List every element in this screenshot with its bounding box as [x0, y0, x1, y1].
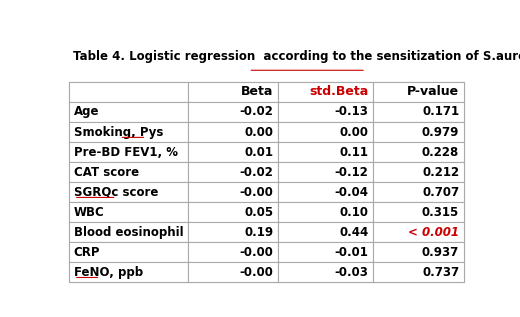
- Text: SGRQc score: SGRQc score: [74, 185, 158, 198]
- FancyBboxPatch shape: [373, 122, 464, 142]
- Text: -0.00: -0.00: [240, 185, 274, 198]
- FancyBboxPatch shape: [188, 222, 278, 242]
- Text: 0.212: 0.212: [422, 165, 459, 178]
- Text: -0.12: -0.12: [334, 165, 368, 178]
- FancyBboxPatch shape: [278, 262, 373, 282]
- Text: -0.01: -0.01: [334, 246, 368, 259]
- Text: 0.707: 0.707: [422, 185, 459, 198]
- FancyBboxPatch shape: [188, 122, 278, 142]
- FancyBboxPatch shape: [188, 102, 278, 122]
- Text: 0.00: 0.00: [244, 126, 274, 139]
- FancyBboxPatch shape: [69, 82, 188, 102]
- FancyBboxPatch shape: [188, 142, 278, 162]
- Text: Table 4. Logistic regression  according to the sensitization of S.aureus IgE TSS: Table 4. Logistic regression according t…: [73, 50, 520, 63]
- Text: CAT score: CAT score: [74, 165, 139, 178]
- FancyBboxPatch shape: [278, 162, 373, 182]
- FancyBboxPatch shape: [278, 82, 373, 102]
- Text: 0.19: 0.19: [244, 226, 274, 239]
- FancyBboxPatch shape: [69, 222, 188, 242]
- FancyBboxPatch shape: [188, 82, 278, 102]
- Text: -0.04: -0.04: [334, 185, 368, 198]
- FancyBboxPatch shape: [278, 142, 373, 162]
- FancyBboxPatch shape: [69, 122, 188, 142]
- FancyBboxPatch shape: [278, 202, 373, 222]
- FancyBboxPatch shape: [373, 202, 464, 222]
- Text: P-value: P-value: [407, 86, 459, 99]
- FancyBboxPatch shape: [69, 82, 464, 282]
- FancyBboxPatch shape: [373, 262, 464, 282]
- Text: -0.00: -0.00: [240, 266, 274, 279]
- FancyBboxPatch shape: [278, 242, 373, 262]
- Text: 0.228: 0.228: [422, 146, 459, 158]
- FancyBboxPatch shape: [69, 142, 188, 162]
- Text: Pre-BD FEV1, %: Pre-BD FEV1, %: [74, 146, 178, 158]
- FancyBboxPatch shape: [69, 242, 188, 262]
- FancyBboxPatch shape: [278, 122, 373, 142]
- FancyBboxPatch shape: [278, 182, 373, 202]
- Text: 0.44: 0.44: [339, 226, 368, 239]
- Text: 0.00: 0.00: [339, 126, 368, 139]
- Text: -0.03: -0.03: [334, 266, 368, 279]
- Text: 0.937: 0.937: [422, 246, 459, 259]
- FancyBboxPatch shape: [188, 242, 278, 262]
- FancyBboxPatch shape: [188, 262, 278, 282]
- Text: CRP: CRP: [74, 246, 100, 259]
- Text: -0.00: -0.00: [240, 246, 274, 259]
- FancyBboxPatch shape: [188, 162, 278, 182]
- Text: -0.02: -0.02: [240, 165, 274, 178]
- Text: FeNO, ppb: FeNO, ppb: [74, 266, 143, 279]
- Text: Smoking, Pys: Smoking, Pys: [74, 126, 163, 139]
- Text: -0.13: -0.13: [334, 106, 368, 119]
- FancyBboxPatch shape: [373, 102, 464, 122]
- Text: 0.11: 0.11: [339, 146, 368, 158]
- Text: WBC: WBC: [74, 206, 105, 219]
- FancyBboxPatch shape: [373, 162, 464, 182]
- Text: Age: Age: [74, 106, 99, 119]
- FancyBboxPatch shape: [278, 222, 373, 242]
- FancyBboxPatch shape: [69, 202, 188, 222]
- Text: Beta: Beta: [241, 86, 274, 99]
- Text: 0.01: 0.01: [244, 146, 274, 158]
- FancyBboxPatch shape: [69, 162, 188, 182]
- FancyBboxPatch shape: [373, 142, 464, 162]
- FancyBboxPatch shape: [278, 102, 373, 122]
- Text: 0.737: 0.737: [422, 266, 459, 279]
- FancyBboxPatch shape: [69, 262, 188, 282]
- Text: 0.171: 0.171: [422, 106, 459, 119]
- Text: 0.10: 0.10: [339, 206, 368, 219]
- Text: 0.05: 0.05: [244, 206, 274, 219]
- Text: < 0.001: < 0.001: [408, 226, 459, 239]
- FancyBboxPatch shape: [69, 182, 188, 202]
- Text: std.Beta: std.Beta: [309, 86, 368, 99]
- FancyBboxPatch shape: [373, 82, 464, 102]
- Text: 0.315: 0.315: [422, 206, 459, 219]
- FancyBboxPatch shape: [373, 182, 464, 202]
- Text: 0.979: 0.979: [422, 126, 459, 139]
- FancyBboxPatch shape: [69, 102, 188, 122]
- Text: -0.02: -0.02: [240, 106, 274, 119]
- Text: Blood eosinophil: Blood eosinophil: [74, 226, 184, 239]
- FancyBboxPatch shape: [188, 182, 278, 202]
- FancyBboxPatch shape: [373, 242, 464, 262]
- FancyBboxPatch shape: [373, 222, 464, 242]
- FancyBboxPatch shape: [188, 202, 278, 222]
